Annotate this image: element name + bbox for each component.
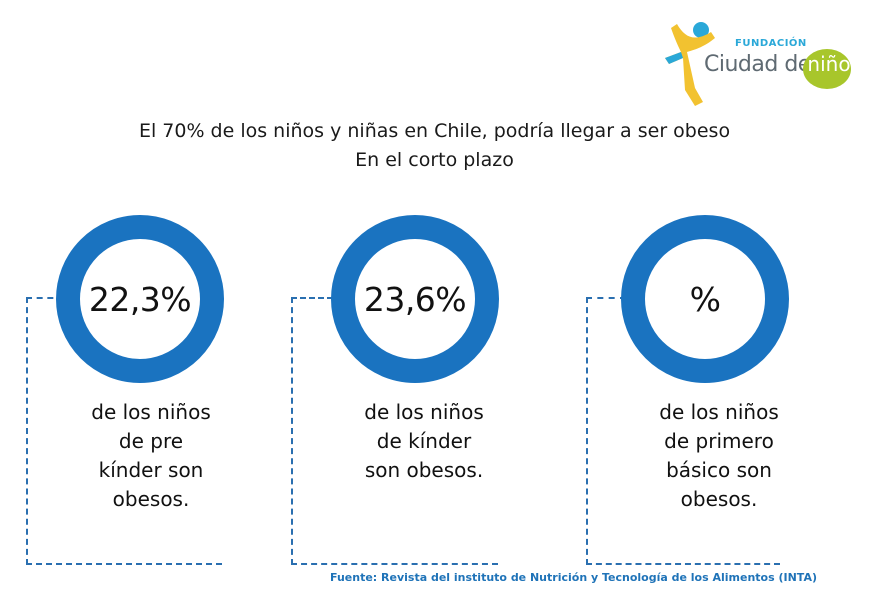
connector-dash-3 bbox=[586, 297, 626, 299]
connector-dash-1 bbox=[26, 297, 64, 299]
stat-description-primero-basico: de los niños de primero básico son obeso… bbox=[614, 398, 824, 514]
stat-desc-line: de los niños bbox=[659, 400, 779, 424]
frame-dash-bottom-2 bbox=[291, 563, 498, 565]
frame-dash-left-2 bbox=[291, 297, 293, 565]
stat-description-kinder: de los niños de kínder son obesos. bbox=[319, 398, 529, 485]
headline: El 70% de los niños y niñas en Chile, po… bbox=[0, 117, 869, 175]
stat-value: 22,3% bbox=[88, 279, 192, 319]
stat-desc-line: kínder son bbox=[98, 458, 204, 482]
frame-dash-bottom-1 bbox=[26, 563, 222, 565]
stat-ring-pre-kinder: 22,3% bbox=[56, 215, 224, 383]
stat-desc-line: de pre bbox=[118, 429, 184, 453]
stat-desc-line: de los niños bbox=[91, 400, 211, 424]
logo-fundacion-text: FUNDACIÓN bbox=[735, 38, 807, 49]
frame-dash-bottom-3 bbox=[586, 563, 780, 565]
stat-desc-line: de primero bbox=[664, 429, 774, 453]
connector-dash-2 bbox=[291, 297, 333, 299]
stat-description-pre-kinder: de los niños de pre kínder son obesos. bbox=[46, 398, 256, 514]
stat-desc-line: de kínder bbox=[376, 429, 472, 453]
frame-dash-left-1 bbox=[26, 297, 28, 565]
stat-desc-line: básico son bbox=[666, 458, 772, 482]
stat-ring-primero-basico: % bbox=[621, 215, 789, 383]
headline-line-1: El 70% de los niños y niñas en Chile, po… bbox=[138, 120, 731, 142]
foundation-logo bbox=[655, 18, 855, 108]
logo-green-circle bbox=[803, 49, 851, 89]
logo-nino-text: niño bbox=[807, 52, 851, 76]
stat-desc-line: son obesos. bbox=[364, 458, 484, 482]
source-citation: Fuente: Revista del instituto de Nutrici… bbox=[330, 571, 817, 584]
stat-value: 23,6% bbox=[363, 279, 467, 319]
headline-line-2: En el corto plazo bbox=[355, 149, 514, 171]
stat-desc-line: obesos. bbox=[680, 487, 758, 511]
child-figure-icon bbox=[665, 22, 715, 106]
stat-desc-line: obesos. bbox=[112, 487, 190, 511]
stat-value: % bbox=[689, 279, 721, 319]
stat-desc-line: de los niños bbox=[364, 400, 484, 424]
stat-ring-kinder: 23,6% bbox=[331, 215, 499, 383]
frame-dash-left-3 bbox=[586, 297, 588, 565]
logo-name-text: Ciudad del bbox=[704, 52, 817, 77]
